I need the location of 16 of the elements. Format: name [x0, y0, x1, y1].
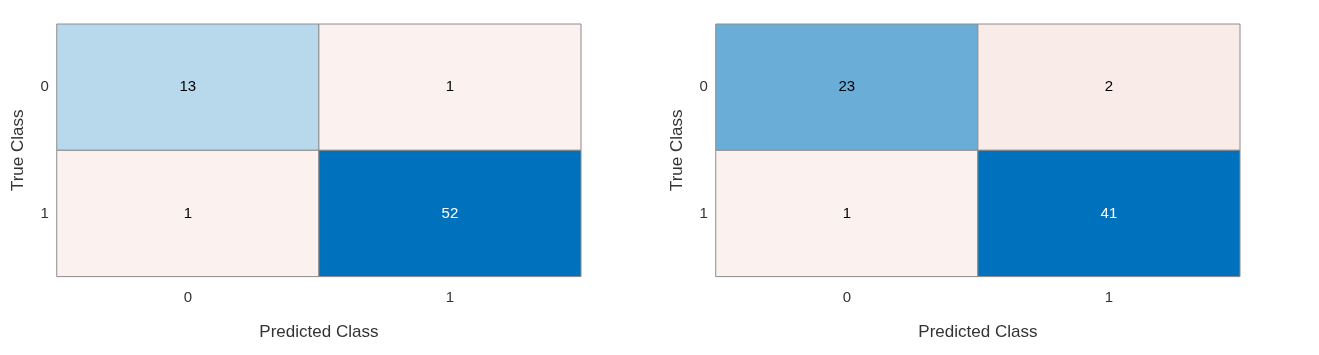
data-label: 1 [445, 77, 455, 95]
data-label: 13 [179, 77, 197, 95]
data-label: 2 [1104, 77, 1114, 95]
x-tick-label: 1 [1104, 287, 1114, 305]
data-label: 41 [1100, 203, 1118, 221]
x-axis-title: Predicted Class [918, 322, 1038, 342]
data-label: 52 [441, 203, 459, 221]
data-label: 1 [842, 203, 851, 221]
x-axis-title: Predicted Class [259, 322, 379, 342]
y-axis-title: True Class [666, 109, 686, 192]
y-axis-title: True Class [7, 109, 27, 192]
data-label: 1 [183, 203, 192, 221]
data-label: 23 [838, 77, 856, 95]
x-tick-label: 0 [842, 287, 851, 305]
x-tick-label: 1 [445, 287, 455, 305]
x-tick-label: 0 [183, 287, 192, 305]
